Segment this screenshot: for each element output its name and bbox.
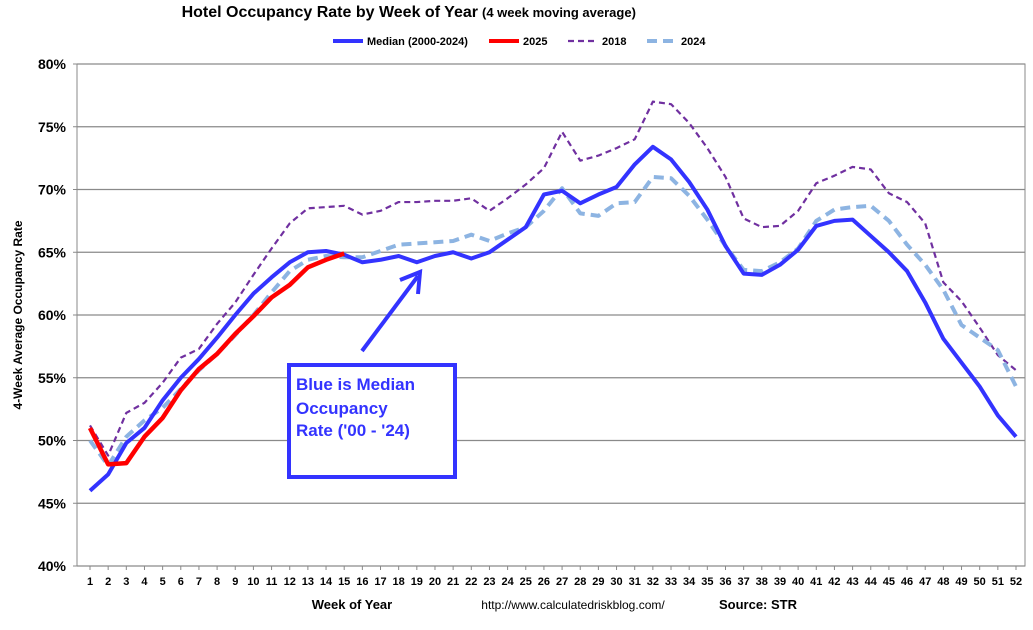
x-tick-label: 18 [393, 576, 405, 588]
legend-label: Median (2000-2024) [367, 36, 468, 48]
x-tick-label: 52 [1010, 576, 1022, 588]
legend-label: 2018 [602, 36, 626, 48]
x-tick-label: 41 [810, 576, 822, 588]
x-tick-label: 43 [846, 576, 858, 588]
y-tick-label: 40% [38, 558, 67, 574]
legend-label: 2025 [523, 36, 547, 48]
x-tick-label: 34 [683, 576, 696, 588]
x-tick-label: 1 [87, 576, 93, 588]
x-tick-label: 31 [629, 576, 641, 588]
annotation-arrowhead [399, 268, 423, 295]
x-tick-labels: 1 2 3 4 5 6 7 8 9 10 11 12 13 14 15 16 17 18 19 20 21 22 23 24 2… [87, 576, 1022, 588]
annotation-box [287, 363, 457, 479]
x-tick-label: 51 [992, 576, 1004, 588]
x-tick-label: 23 [483, 576, 495, 588]
x-tick-label: 48 [937, 576, 949, 588]
source-label: Source: STR [719, 597, 798, 612]
x-tick-label: 25 [520, 576, 532, 588]
x-tick-label: 17 [374, 576, 386, 588]
x-tick-label: 3 [123, 576, 129, 588]
y-axis-label: 4-Week Average Occupancy Rate [11, 220, 25, 409]
x-tick-label: 50 [974, 576, 986, 588]
x-tick-label: 2 [105, 576, 111, 588]
y-tick-label: 45% [38, 495, 67, 511]
x-tick-label: 24 [501, 576, 514, 588]
x-tick-label: 22 [465, 576, 477, 588]
x-tick-label: 28 [574, 576, 586, 588]
x-tick-label: 7 [196, 576, 202, 588]
x-tick-label: 4 [141, 576, 148, 588]
x-axis-label: Week of Year [312, 597, 392, 612]
y-tick-label: 55% [38, 370, 67, 386]
series-line-2018 [89, 100, 1017, 457]
x-tick-label: 12 [284, 576, 296, 588]
x-tick-label: 44 [865, 576, 878, 588]
y-tick-label: 50% [38, 433, 67, 449]
x-tick-label: 8 [214, 576, 220, 588]
x-tick-label: 21 [447, 576, 459, 588]
x-tick-label: 15 [338, 576, 350, 588]
y-tick-labels: 40% 45% 50% 55% 60% 65% 70% 75% 80% [38, 56, 67, 574]
x-tick-label: 6 [178, 576, 184, 588]
x-tick-label: 16 [356, 576, 368, 588]
x-tick-label: 27 [556, 576, 568, 588]
annotation-line-3: Rate ('00 - '24) [296, 421, 410, 440]
y-tick-label: 65% [38, 244, 67, 260]
x-tick-label: 29 [592, 576, 604, 588]
x-tick-label: 49 [955, 576, 967, 588]
y-tick-label: 60% [38, 307, 67, 323]
x-tick-label: 13 [302, 576, 314, 588]
x-tick-label: 20 [429, 576, 441, 588]
annotation: Blue is Median Occupancy Rate ('00 - '24… [287, 268, 457, 479]
x-tick-label: 39 [774, 576, 786, 588]
x-tick-label: 46 [901, 576, 913, 588]
x-tick-label: 26 [538, 576, 550, 588]
y-tick-label: 75% [38, 119, 67, 135]
series-line-2025 [87, 251, 345, 467]
x-tick-label: 47 [919, 576, 931, 588]
x-tick-label: 35 [701, 576, 713, 588]
x-tick-label: 19 [411, 576, 423, 588]
x-tick-label: 11 [266, 576, 278, 588]
x-tick-label: 14 [320, 576, 333, 588]
x-tick-label: 33 [665, 576, 677, 588]
series-lines [87, 100, 1018, 493]
annotation-line-2: Occupancy [296, 399, 388, 418]
x-tick-label: 36 [719, 576, 731, 588]
x-tick-label: 37 [738, 576, 750, 588]
gridlines [73, 63, 1026, 570]
source-url: http://www.calculatedriskblog.com/ [481, 598, 665, 612]
x-tick-label: 30 [610, 576, 622, 588]
x-tick-label: 10 [247, 576, 259, 588]
annotation-arrow [360, 274, 420, 353]
x-tick-label: 9 [232, 576, 238, 588]
legend-label: 2024 [681, 36, 706, 48]
legend: Median (2000-2024) 2025 2018 2024 [333, 36, 706, 48]
x-tick-label: 40 [792, 576, 804, 588]
series-line-median-2000-2024- [88, 144, 1018, 493]
x-tick-label: 32 [647, 576, 659, 588]
y-tick-label: 80% [38, 56, 67, 72]
chart-title: Hotel Occupancy Rate by Week of Year [182, 4, 478, 21]
x-tick-label: 38 [756, 576, 768, 588]
x-tick-label: 45 [883, 576, 895, 588]
annotation-line-1: Blue is Median [296, 375, 415, 394]
chart-subtitle: (4 week moving average) [482, 5, 636, 20]
x-tick-label: 5 [160, 576, 166, 588]
y-tick-label: 70% [38, 182, 67, 198]
x-tick-label: 42 [828, 576, 840, 588]
